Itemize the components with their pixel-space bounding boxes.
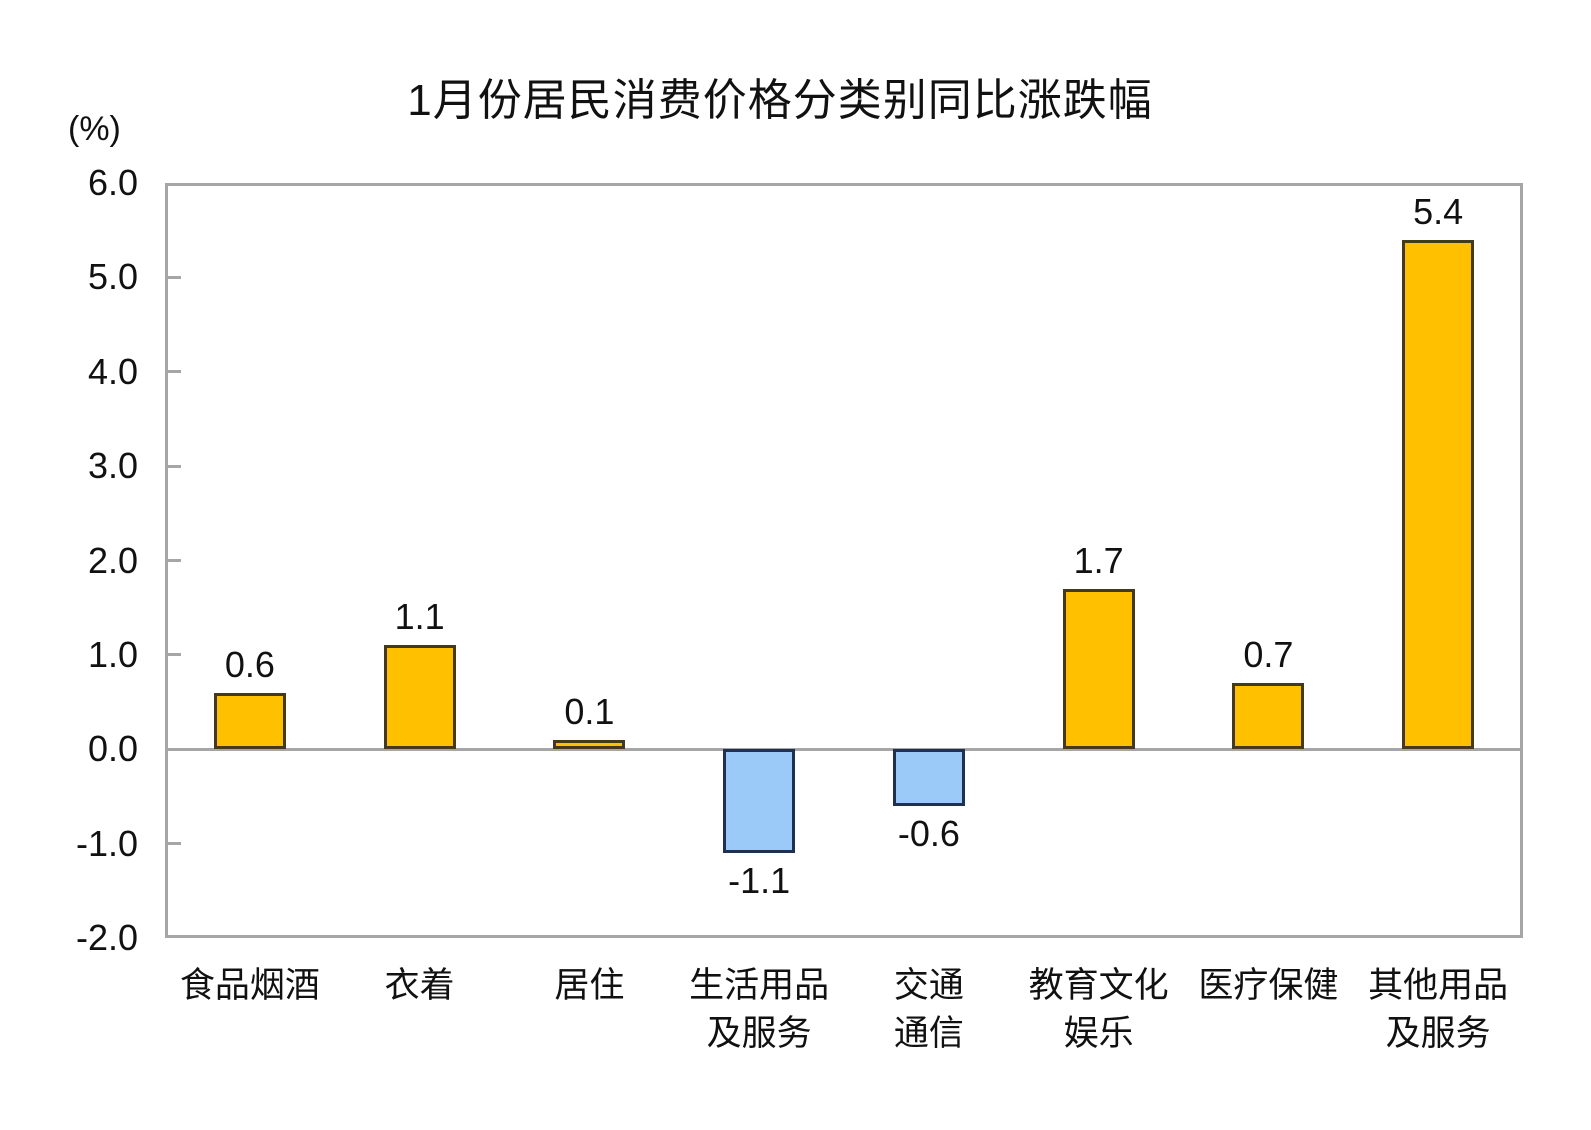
bar-5 <box>1062 588 1135 750</box>
y-tick-mark <box>168 275 181 279</box>
chart-title: 1月份居民消费价格分类别同比涨跌幅 <box>407 76 1153 125</box>
bar-3 <box>723 749 796 854</box>
x-category-label: 交通 通信 <box>893 966 964 1053</box>
y-tick-label: 2.0 <box>87 539 138 581</box>
y-tick-label: 0.0 <box>87 728 138 770</box>
bar-value-label: 0.7 <box>1243 634 1294 676</box>
bar-1 <box>383 645 456 750</box>
y-tick-mark <box>168 653 181 657</box>
bar-6 <box>1232 683 1305 750</box>
x-category-label: 教育文化 娱乐 <box>1028 966 1169 1053</box>
y-tick-label: 1.0 <box>87 633 138 675</box>
y-tick-mark <box>168 370 181 374</box>
y-tick-mark <box>168 559 181 562</box>
bar-4 <box>892 749 965 806</box>
bar-value-label: -1.1 <box>728 860 791 902</box>
bar-0 <box>213 692 286 750</box>
x-category-label: 衣着 <box>384 966 455 1005</box>
bar-value-label: 1.1 <box>394 596 445 638</box>
y-tick-label: -1.0 <box>75 822 138 864</box>
x-category-label: 食品烟酒 <box>179 966 320 1005</box>
y-tick-label: 6.0 <box>87 162 138 203</box>
y-tick-mark <box>168 464 181 468</box>
bar-value-label: 0.6 <box>224 643 275 685</box>
x-category-label: 居住 <box>554 966 625 1005</box>
bar-2 <box>553 739 626 750</box>
bar-value-label: 1.7 <box>1073 539 1124 581</box>
y-tick-label: 3.0 <box>87 445 138 487</box>
bar-value-label: -0.6 <box>897 812 960 854</box>
y-tick-mark <box>168 842 181 846</box>
x-category-label: 医疗保健 <box>1198 966 1339 1005</box>
plot-area <box>165 183 1523 938</box>
y-tick-label: 4.0 <box>87 350 138 392</box>
bar-value-label: 0.1 <box>564 690 615 732</box>
bar-value-label: 5.4 <box>1413 190 1464 232</box>
zero-axis-line <box>165 747 1523 751</box>
y-axis-unit-label: (%) <box>68 110 121 148</box>
y-tick-label: -2.0 <box>75 917 138 958</box>
x-category-label: 其他用品 及服务 <box>1368 966 1509 1053</box>
y-tick-label: 5.0 <box>87 256 138 298</box>
bar-7 <box>1402 239 1475 750</box>
x-category-label: 生活用品 及服务 <box>689 966 830 1053</box>
